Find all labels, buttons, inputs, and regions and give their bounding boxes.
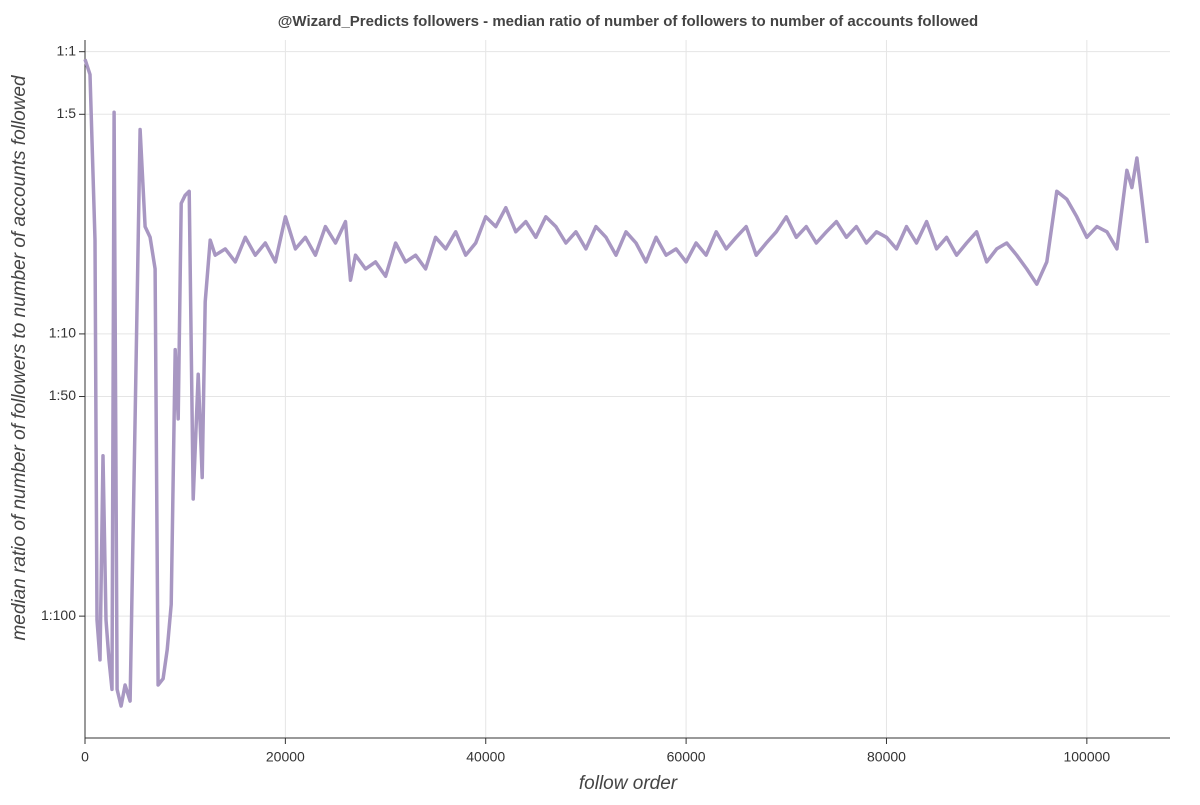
- x-tick-label: 40000: [466, 749, 505, 765]
- y-tick-label: 1:10: [49, 325, 76, 341]
- y-tick-label: 1:100: [41, 607, 76, 623]
- data-line: [83, 58, 1149, 708]
- y-tick-label: 1:50: [49, 387, 76, 403]
- x-axis-label: follow order: [579, 773, 678, 794]
- y-axis-label: median ratio of number of followers to n…: [9, 74, 30, 640]
- x-tick-label: 100000: [1063, 749, 1110, 765]
- x-tick-label: 80000: [867, 749, 906, 765]
- x-tick-label: 0: [81, 749, 89, 765]
- y-tick-label: 1:5: [57, 105, 77, 121]
- chart-title: @Wizard_Predicts followers - median rati…: [278, 13, 978, 30]
- x-tick-label: 60000: [667, 749, 706, 765]
- x-tick-label: 20000: [266, 749, 305, 765]
- y-tick-label: 1:1: [57, 42, 77, 58]
